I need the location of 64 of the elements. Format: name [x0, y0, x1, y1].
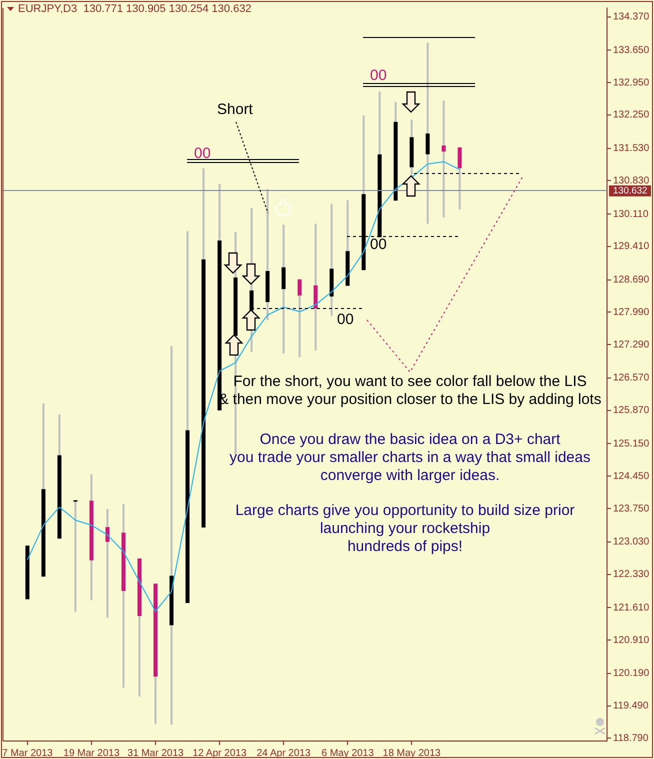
x-tick-label: 6 May 2013	[321, 748, 374, 759]
candlestick	[426, 42, 430, 224]
y-tick-label: 121.610	[613, 602, 650, 614]
x-tick-label: 12 Apr 2013	[192, 748, 247, 759]
y-tick-label: 120.910	[613, 634, 650, 646]
y-tick-label: 132.950	[613, 77, 650, 88]
candlestick	[378, 91, 382, 238]
candlestick	[282, 224, 286, 354]
y-tick-label: 118.790	[613, 732, 649, 744]
candlestick	[330, 204, 334, 316]
candlestick	[89, 474, 94, 600]
annotation: 00	[370, 236, 387, 254]
candlestick	[202, 168, 206, 528]
x-tick-label: 31 Mar 2013	[127, 748, 184, 759]
y-tick-label: 123.030	[613, 536, 650, 548]
annotation: 00	[194, 145, 211, 163]
annotation: Once you draw the basic idea on a D3+ chart you trade your smaller charts in a way that small ideas converge with larger ideas.	[228, 431, 592, 485]
candlestick	[25, 546, 30, 600]
x-tick-label: 24 Apr 2013	[256, 748, 311, 759]
candlestick	[314, 224, 318, 351]
candlestick	[218, 184, 222, 410]
candlestick	[458, 147, 462, 210]
y-tick-label: 127.290	[613, 339, 650, 350]
candlestick	[137, 558, 142, 697]
chart-title: EURJPY,D3 130.771 130.905 130.254 130.632	[18, 3, 252, 15]
x-tick-label: 7 Mar 2013	[2, 748, 54, 759]
annotation: Short	[217, 101, 253, 119]
candlestick	[57, 414, 62, 539]
candlestick	[346, 200, 350, 286]
y-tick-label: 124.450	[613, 470, 650, 482]
y-tick-label: 133.650	[613, 44, 650, 56]
candlestick	[394, 102, 398, 201]
x-tick-label: 19 Mar 2013	[63, 748, 120, 759]
y-tick-label: 128.690	[613, 274, 650, 286]
candlestick	[266, 189, 270, 320]
candlestick	[298, 279, 302, 358]
y-tick-label: 119.490	[613, 700, 649, 712]
y-tick-label: 130.110	[613, 208, 649, 220]
y-tick-label: 129.410	[613, 241, 650, 252]
y-tick-label: 126.570	[613, 372, 650, 384]
candlestick	[73, 500, 78, 612]
y-tick-label: 130.830	[613, 175, 650, 186]
y-tick-label: 122.330	[613, 569, 650, 580]
candlestick	[41, 403, 46, 577]
candlestick	[105, 509, 110, 618]
y-tick-label: 127.990	[613, 306, 650, 318]
annotation: Large charts give you opportunity to build size prior launching your rocketship hundreds of pips!	[234, 502, 576, 556]
y-tick-label: 125.150	[613, 438, 650, 450]
candlestick	[154, 584, 158, 724]
candlestick	[362, 115, 366, 270]
y-tick-label: 125.870	[613, 405, 650, 416]
candlestick	[186, 231, 190, 604]
candlestick	[121, 504, 126, 688]
y-tick-label: 123.750	[613, 503, 650, 514]
y-tick-label: 120.190	[613, 668, 650, 680]
y-tick-label: 132.250	[613, 110, 650, 121]
ref-line-label: 130.632	[613, 186, 648, 197]
y-tick-label: 131.530	[613, 143, 650, 154]
annotation: 00	[370, 67, 387, 85]
candlestick	[170, 346, 174, 725]
candlestick	[442, 100, 446, 218]
y-tick-label: 134.370	[613, 12, 650, 23]
annotation: 00	[337, 311, 354, 329]
x-tick-label: 18 May 2013	[382, 748, 442, 759]
